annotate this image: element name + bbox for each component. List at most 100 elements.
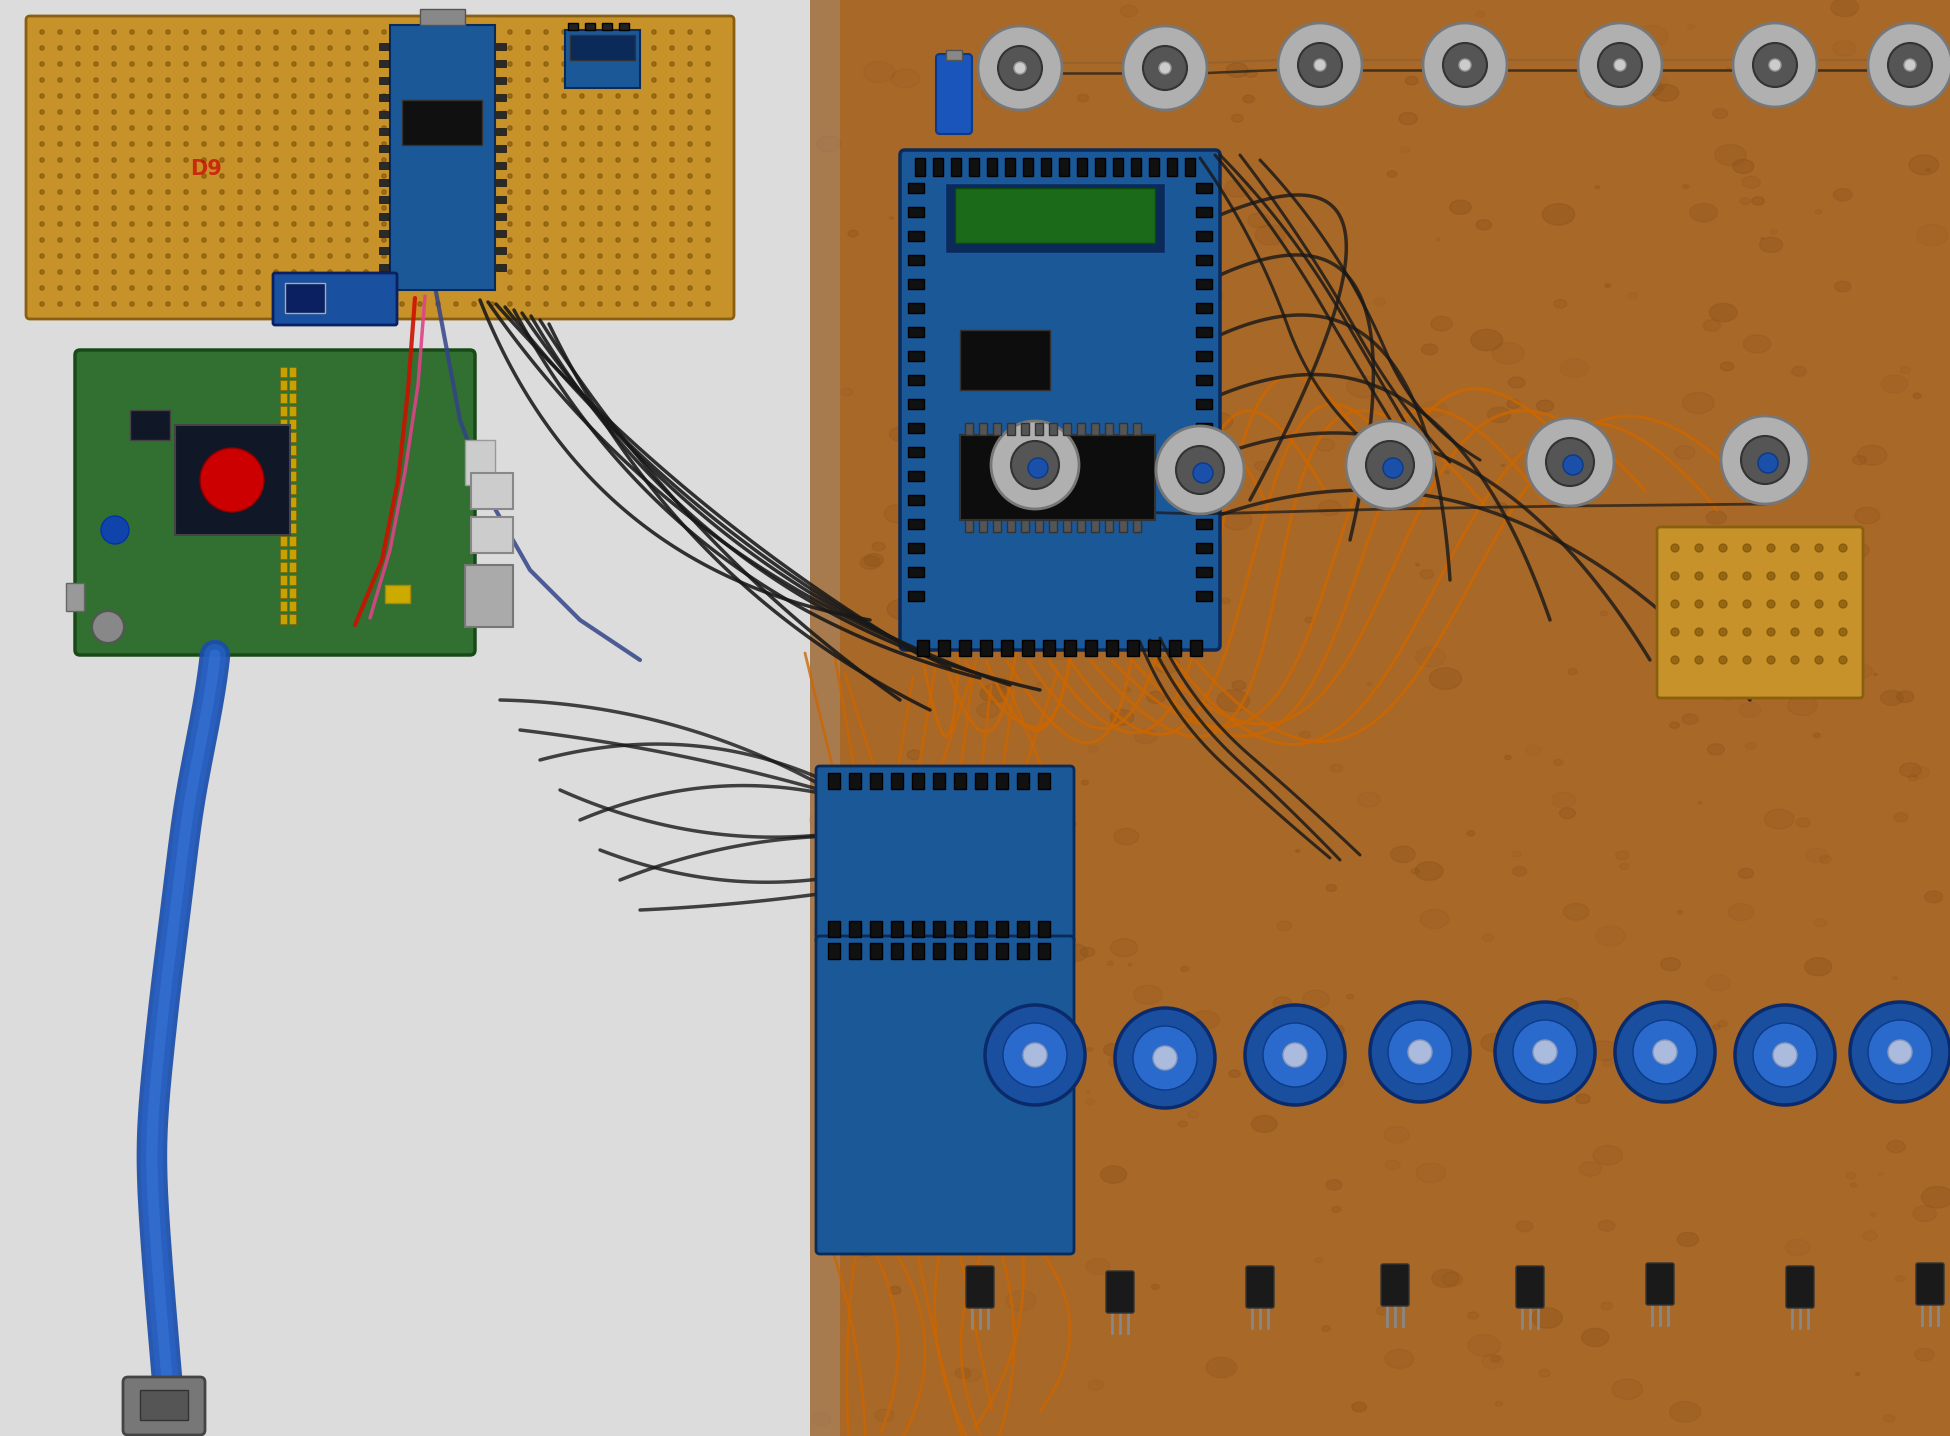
- Circle shape: [183, 158, 189, 162]
- Circle shape: [94, 221, 98, 227]
- Ellipse shape: [1728, 903, 1753, 920]
- Ellipse shape: [1741, 177, 1761, 188]
- Circle shape: [599, 78, 603, 82]
- Circle shape: [599, 238, 603, 243]
- Bar: [384, 584, 410, 603]
- Bar: [1024, 158, 1034, 177]
- Circle shape: [616, 109, 620, 115]
- Circle shape: [345, 221, 351, 227]
- Ellipse shape: [954, 1166, 957, 1169]
- Bar: [289, 432, 296, 442]
- Bar: [870, 773, 881, 788]
- Circle shape: [417, 190, 423, 194]
- Circle shape: [1720, 600, 1728, 607]
- Bar: [1035, 424, 1043, 435]
- Ellipse shape: [1072, 554, 1102, 574]
- Circle shape: [39, 62, 45, 66]
- Circle shape: [201, 93, 207, 98]
- Ellipse shape: [1303, 991, 1330, 1008]
- Bar: [378, 230, 388, 237]
- Circle shape: [382, 190, 386, 194]
- Bar: [909, 592, 924, 602]
- Bar: [378, 264, 388, 271]
- Circle shape: [979, 26, 1063, 111]
- Circle shape: [238, 221, 242, 227]
- Bar: [378, 78, 388, 83]
- Ellipse shape: [998, 684, 1012, 692]
- Ellipse shape: [1049, 1081, 1057, 1086]
- Circle shape: [472, 221, 476, 227]
- Bar: [289, 458, 296, 468]
- Circle shape: [1720, 628, 1728, 636]
- Bar: [848, 773, 862, 788]
- Circle shape: [472, 174, 476, 178]
- Circle shape: [131, 142, 135, 146]
- Ellipse shape: [835, 1241, 840, 1245]
- Ellipse shape: [1384, 1126, 1410, 1143]
- Bar: [891, 773, 903, 788]
- Circle shape: [166, 93, 170, 98]
- Bar: [1195, 447, 1213, 457]
- Circle shape: [238, 78, 242, 82]
- Circle shape: [526, 46, 530, 50]
- Bar: [281, 458, 287, 468]
- Ellipse shape: [1133, 985, 1162, 1004]
- Circle shape: [526, 78, 530, 82]
- Circle shape: [562, 221, 565, 227]
- Ellipse shape: [1909, 775, 1917, 781]
- Ellipse shape: [1915, 1348, 1934, 1361]
- Ellipse shape: [1605, 284, 1611, 287]
- Circle shape: [579, 238, 585, 243]
- Ellipse shape: [1225, 180, 1250, 197]
- Bar: [378, 111, 388, 118]
- Circle shape: [1314, 59, 1326, 70]
- Circle shape: [507, 126, 513, 131]
- Ellipse shape: [911, 416, 936, 434]
- Circle shape: [669, 286, 675, 290]
- Ellipse shape: [1917, 224, 1948, 246]
- Circle shape: [526, 30, 530, 34]
- Circle shape: [58, 190, 62, 194]
- Circle shape: [417, 30, 423, 34]
- Circle shape: [131, 62, 135, 66]
- Bar: [975, 773, 987, 788]
- Circle shape: [292, 302, 296, 306]
- Bar: [1119, 424, 1127, 435]
- Circle shape: [183, 142, 189, 146]
- Circle shape: [417, 286, 423, 290]
- Bar: [975, 943, 987, 959]
- Circle shape: [998, 46, 1041, 90]
- Circle shape: [148, 270, 152, 274]
- FancyBboxPatch shape: [25, 16, 733, 319]
- Circle shape: [489, 238, 493, 243]
- Circle shape: [599, 46, 603, 50]
- Bar: [378, 60, 388, 67]
- Ellipse shape: [1063, 497, 1082, 510]
- Circle shape: [111, 30, 117, 34]
- Circle shape: [562, 270, 565, 274]
- FancyBboxPatch shape: [1646, 1264, 1673, 1305]
- Circle shape: [616, 238, 620, 243]
- Circle shape: [599, 93, 603, 98]
- FancyBboxPatch shape: [965, 1267, 994, 1308]
- Ellipse shape: [973, 370, 987, 381]
- Circle shape: [183, 109, 189, 115]
- Circle shape: [688, 286, 692, 290]
- Ellipse shape: [887, 599, 916, 619]
- Circle shape: [310, 254, 314, 258]
- Circle shape: [148, 254, 152, 258]
- Circle shape: [166, 142, 170, 146]
- Ellipse shape: [1854, 507, 1880, 524]
- Ellipse shape: [1416, 1163, 1445, 1182]
- Circle shape: [220, 109, 224, 115]
- Circle shape: [400, 62, 404, 66]
- Circle shape: [365, 221, 369, 227]
- Circle shape: [1695, 544, 1702, 551]
- Circle shape: [131, 221, 135, 227]
- Ellipse shape: [1739, 198, 1751, 204]
- Bar: [1195, 375, 1213, 385]
- Circle shape: [651, 302, 657, 306]
- Circle shape: [58, 205, 62, 210]
- Bar: [1096, 158, 1106, 177]
- Bar: [913, 943, 924, 959]
